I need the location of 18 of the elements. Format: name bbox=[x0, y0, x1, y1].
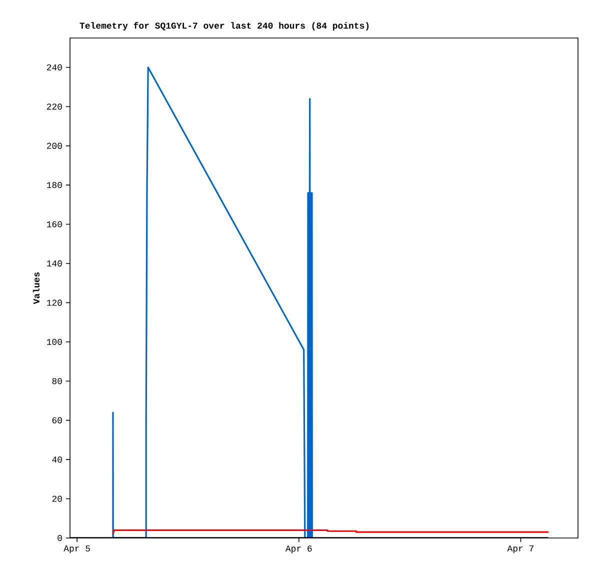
y-tick-label: 60 bbox=[52, 417, 62, 424]
y-tick-label: 220 bbox=[46, 104, 62, 110]
y-tick-label: 240 bbox=[46, 64, 62, 70]
y-tick-label: 140 bbox=[46, 260, 62, 267]
y-tick-label: 80 bbox=[52, 378, 62, 384]
x-tick-label: Apr 6 bbox=[285, 546, 312, 554]
y-tick-label: 0 bbox=[58, 534, 62, 542]
y-tick-label: 20 bbox=[52, 496, 62, 502]
x-tick-label: Apr 7 bbox=[507, 546, 534, 554]
y-tick-label: 100 bbox=[46, 338, 62, 345]
y-tick-label: 120 bbox=[46, 300, 62, 306]
y-axis-title: Values bbox=[32, 272, 40, 304]
x-tick-label: Apr 5 bbox=[64, 546, 90, 554]
y-tick-label: 200 bbox=[46, 142, 62, 149]
y-tick-label: 40 bbox=[52, 456, 62, 463]
y-tick-label: 160 bbox=[46, 221, 62, 228]
chart-title: Telemetry for SQ1GYL-7 over last 240 hours (84 points) bbox=[80, 22, 369, 30]
y-tick-label: 180 bbox=[46, 182, 62, 188]
